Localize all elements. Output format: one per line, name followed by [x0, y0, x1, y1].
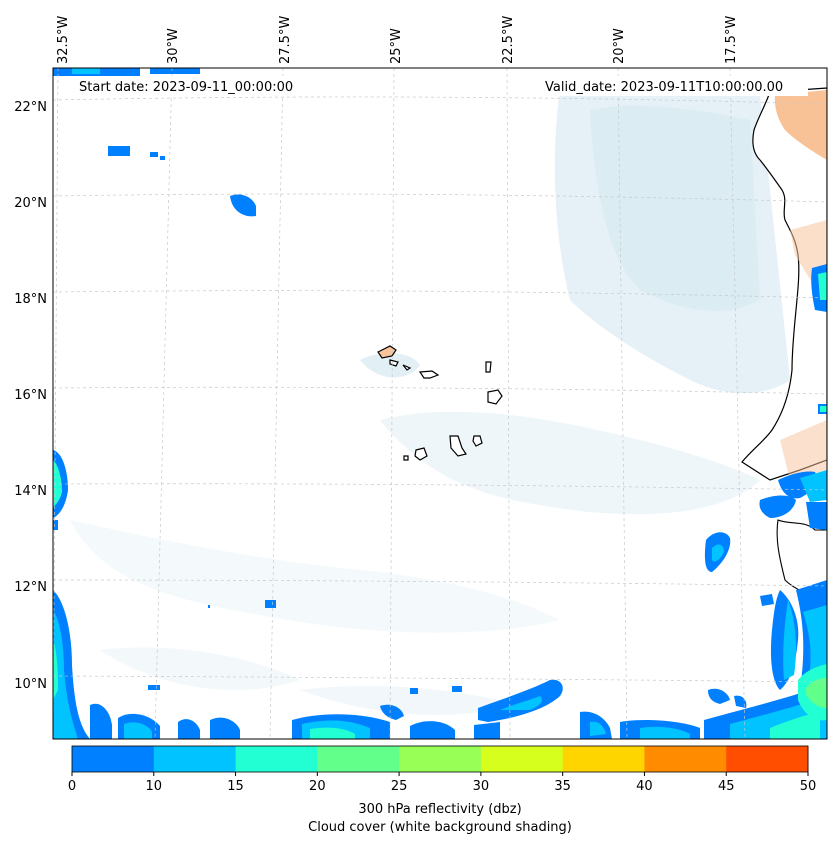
colorbar-tick-label: 40: [636, 779, 653, 794]
map-frame: [52, 67, 828, 740]
colorbar-tick-label: 30: [473, 779, 490, 794]
lat-label: 12°N: [14, 580, 47, 595]
start-date-box: [72, 76, 316, 96]
colorbar-segment: [317, 746, 400, 772]
map-area: [53, 68, 827, 739]
cloud-cover-shading: [70, 84, 790, 715]
lon-label: 27.5°W: [278, 16, 293, 64]
colorbar-segment: [399, 746, 482, 772]
colorbar-segment: [480, 746, 564, 772]
lon-label: 32.5°W: [56, 16, 71, 64]
lon-label: 30°W: [166, 28, 181, 64]
colorbar-tick-label: 45: [718, 779, 735, 794]
lon-label: 22.5°W: [501, 16, 516, 64]
colorbar-tick-label: 25: [391, 779, 408, 794]
colorbar-segment: [726, 746, 809, 772]
colorbar-segment: [72, 746, 155, 772]
valid-date-box: [538, 76, 808, 96]
colorbar-tick-label: 0: [68, 779, 76, 794]
colorbar-segment: [562, 746, 645, 772]
latitude-labels: 22°N 20°N 18°N 16°N 14°N 12°N 10°N: [14, 100, 47, 692]
colorbar-label-reflectivity: 300 hPa reflectivity (dbz): [358, 802, 521, 817]
lat-label: 14°N: [14, 484, 47, 499]
colorbar-tick-label: 15: [227, 779, 244, 794]
colorbar-ticks: 0 10 15 20 25 30 35 40 45 50: [68, 772, 816, 794]
lat-label: 20°N: [14, 196, 47, 211]
gridlines: [53, 68, 827, 739]
lat-label: 16°N: [14, 388, 47, 403]
longitude-labels: 32.5°W 30°W 27.5°W 25°W 22.5°W 20°W 17.5…: [56, 16, 739, 64]
colorbar-tick-label: 35: [554, 779, 571, 794]
colorbar-label-cloud-cover: Cloud cover (white background shading): [308, 820, 572, 835]
lat-label: 10°N: [14, 677, 47, 692]
colorbar-segment: [153, 746, 237, 772]
start-date-label: Start date: 2023-09-11_00:00:00: [79, 80, 293, 95]
lat-label: 18°N: [14, 292, 47, 307]
reflectivity-cells: [53, 68, 827, 739]
lon-label: 20°W: [612, 28, 627, 64]
lon-label: 25°W: [389, 28, 404, 64]
colorbar-frame: [71, 745, 809, 773]
colorbar: [71, 745, 809, 773]
valid-date-label: Valid_date: 2023-09-11T10:00:00.00: [545, 80, 783, 95]
colorbar-segment: [644, 746, 727, 772]
colorbar-segment: [235, 746, 318, 772]
lat-label: 22°N: [14, 100, 47, 115]
colorbar-tick-label: 20: [309, 779, 326, 794]
colorbar-tick-label: 10: [146, 779, 163, 794]
colorbar-tick-label: 50: [800, 779, 817, 794]
lon-label: 17.5°W: [724, 16, 739, 64]
